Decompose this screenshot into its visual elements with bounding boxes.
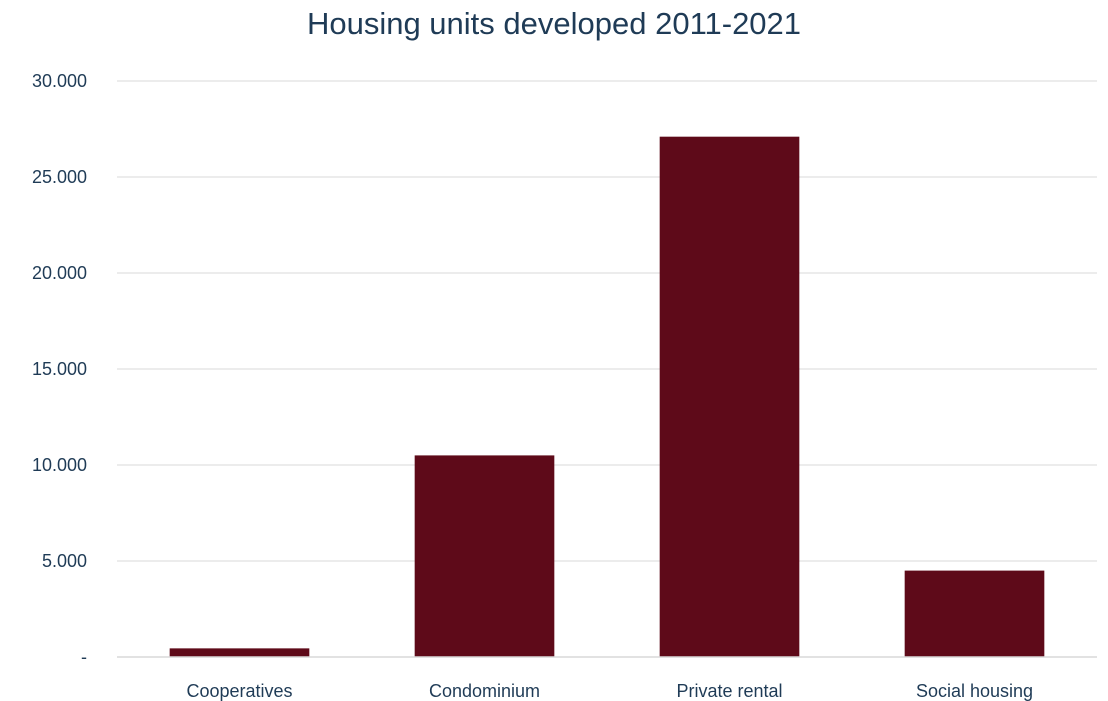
y-tick-label: 30.000 <box>32 71 87 91</box>
y-tick-label: 15.000 <box>32 359 87 379</box>
y-tick-label: 10.000 <box>32 455 87 475</box>
x-axis-category-labels: Cooperatives Condominium Private rental Soc… <box>186 681 1033 701</box>
y-tick-label: 25.000 <box>32 167 87 187</box>
y-tick-label: 5.000 <box>42 551 87 571</box>
x-category-label: Social housing <box>916 681 1033 701</box>
y-tick-label: - <box>81 647 87 667</box>
bar-condominium <box>414 455 555 657</box>
x-category-label: Private rental <box>676 681 782 701</box>
gridlines <box>117 80 1097 562</box>
bars <box>169 136 1045 657</box>
chart-title: Housing units developed 2011-2021 <box>306 6 802 41</box>
y-axis-tick-labels: - 5.000 10.000 15.000 20.000 25.000 30.000 <box>32 71 87 667</box>
x-category-label: Cooperatives <box>186 681 292 701</box>
bar-social-housing <box>904 570 1045 657</box>
x-category-label: Condominium <box>429 681 540 701</box>
bar-private-rental <box>659 136 800 657</box>
bar-cooperatives <box>169 648 310 657</box>
y-tick-label: 20.000 <box>32 263 87 283</box>
